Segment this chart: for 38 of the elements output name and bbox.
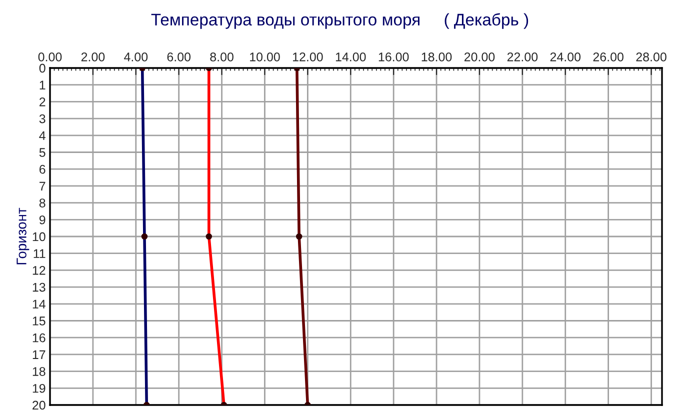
y-tick-label: 14 xyxy=(32,300,46,308)
y-tick-label: 20 xyxy=(32,400,46,410)
y-tick-label: 0 xyxy=(39,64,46,73)
x-tick-label: 10.00 xyxy=(250,52,280,62)
x-tick-label: 24.00 xyxy=(550,52,581,62)
y-tick-label: 3 xyxy=(39,114,46,124)
x-tick-label: 26.00 xyxy=(593,52,624,62)
y-tick-label: 16 xyxy=(32,333,46,342)
y-tick-label: 5 xyxy=(39,148,46,157)
y-tick-label: 4 xyxy=(39,131,46,140)
y-tick-label: 19 xyxy=(32,384,46,393)
y-tick-label: 9 xyxy=(39,215,46,224)
chart-title: Температура воды открытого моря ( Декабрь ) xyxy=(151,13,528,29)
x-tick-label: 8.00 xyxy=(210,52,234,62)
x-tick-label: 20.00 xyxy=(464,52,495,62)
y-tick-label: 11 xyxy=(34,249,46,258)
y-tick-label: 17 xyxy=(32,350,46,359)
y-tick-label: 10 xyxy=(32,232,46,242)
y-tick-label: 7 xyxy=(40,182,46,190)
y-tick-label: 15 xyxy=(32,316,46,326)
x-tick-label: 14.00 xyxy=(336,52,366,62)
y-tick-label: 12 xyxy=(32,266,46,275)
y-tick-label: 13 xyxy=(32,282,46,292)
x-tick-label: 22.00 xyxy=(507,52,538,62)
y-tick-label: 2 xyxy=(40,98,46,106)
x-tick-label: 18.00 xyxy=(422,52,452,62)
y-tick-label: 18 xyxy=(32,367,46,376)
x-tick-label: 12.00 xyxy=(293,52,323,62)
x-tick-label: 16.00 xyxy=(378,52,409,62)
y-axis-title: Горизонт xyxy=(16,208,30,264)
y-tick-label: 1 xyxy=(40,80,46,90)
x-tick-label: 2.00 xyxy=(81,52,105,62)
x-tick-label: 4.00 xyxy=(124,52,148,62)
x-tick-label: 28.00 xyxy=(636,52,666,62)
y-tick-label: 8 xyxy=(39,198,46,208)
x-tick-label: 0.00 xyxy=(38,52,62,62)
x-tick-label: 6.00 xyxy=(167,52,191,62)
y-tick-label: 6 xyxy=(40,164,46,174)
